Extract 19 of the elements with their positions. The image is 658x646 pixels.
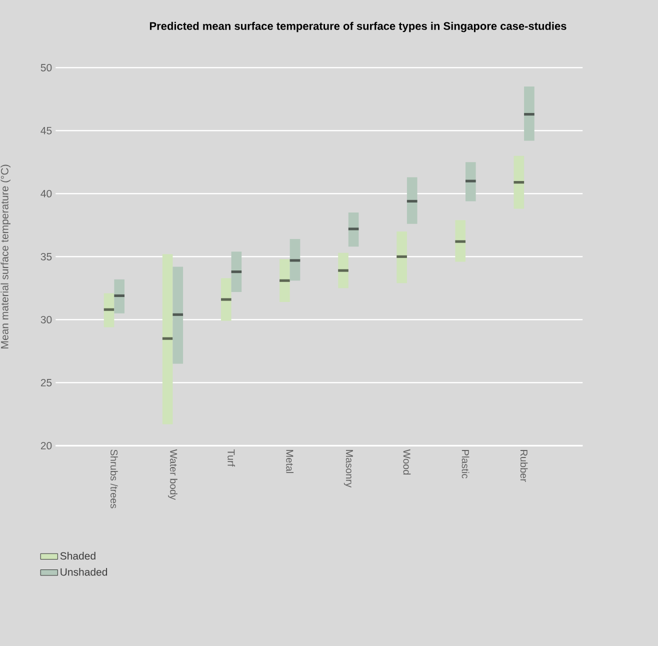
x-tick-label: Shrubs /trees [110, 450, 118, 508]
y-tick-label: 45 [40, 127, 52, 134]
legend-label: Unshaded [60, 568, 108, 576]
y-tick-label: 35 [40, 252, 52, 260]
y-tick-label: 40 [40, 190, 52, 198]
legend-label: Shaded [60, 552, 96, 560]
x-tick-label: Water body [168, 449, 178, 500]
x-tick-label: Metal [286, 450, 294, 473]
y-tick-label: 25 [40, 378, 52, 386]
x-tick-label: Turf [228, 449, 235, 467]
chart-title: Predicted mean surface temperature of surface types in Singapore case-studies [150, 22, 566, 32]
x-tick-label: Plastic [462, 450, 470, 478]
y-tick-label: 30 [40, 316, 52, 324]
x-tick-label: Masonry [344, 450, 353, 488]
y-axis-title: Mean material surface temperature (°C) [0, 164, 10, 348]
x-tick-label: Wood [403, 449, 411, 474]
y-tick-label: 50 [40, 64, 52, 72]
x-tick-label: Rubber [520, 450, 528, 482]
y-tick-label: 20 [40, 442, 52, 450]
